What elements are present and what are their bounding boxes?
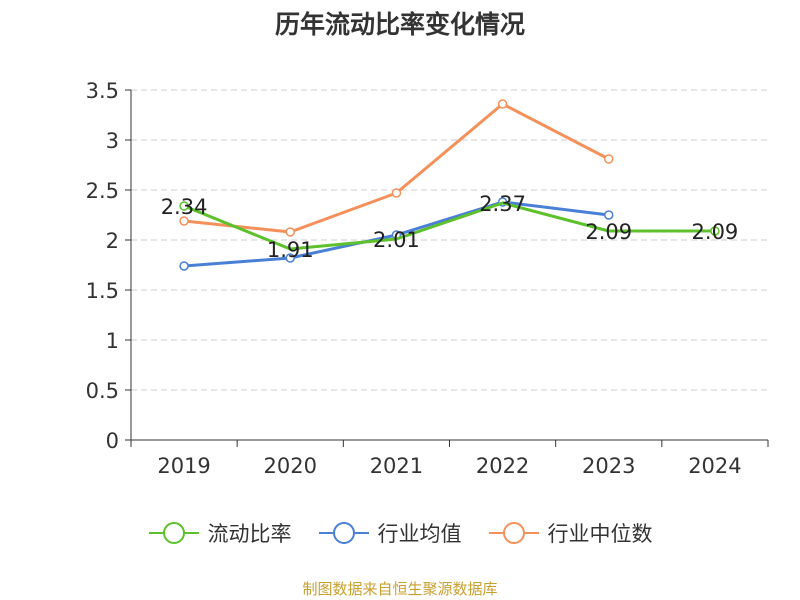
grid-layer — [131, 89, 768, 391]
data-point — [285, 253, 295, 263]
y-tick-label: 3.5 — [86, 79, 119, 103]
data-label: 2.09 — [692, 220, 739, 244]
x-tick-label: 2024 — [688, 454, 741, 478]
legend-marker — [332, 522, 355, 544]
legend-swatch-icon — [318, 522, 369, 544]
y-tick-label: 0.5 — [86, 379, 119, 403]
x-tick-label: 2023 — [582, 454, 635, 478]
legend-swatch-icon — [148, 522, 199, 544]
data-label: 2.37 — [479, 192, 526, 216]
data-point — [285, 227, 295, 237]
legend-marker — [502, 522, 525, 544]
chart-title: 历年流动比率变化情况 — [274, 10, 525, 39]
legend-swatch-icon — [488, 522, 539, 544]
data-point — [179, 201, 189, 211]
y-tick-label: 2 — [106, 229, 119, 253]
legend-label: 流动比率 — [207, 522, 292, 546]
data-point — [179, 216, 189, 226]
data-point — [604, 154, 614, 164]
source-note: 制图数据来自恒生聚源数据库 — [302, 580, 498, 598]
legend-item[interactable]: 流动比率 — [148, 518, 292, 548]
series-line-0 — [183, 201, 715, 251]
data-label: 2.09 — [585, 220, 632, 244]
legend: 流动比率 行业均值 行业中位数 — [0, 518, 800, 548]
data-point — [604, 210, 614, 220]
legend-marker — [162, 522, 185, 544]
data-label-layer: 2.34 1.91 2.01 2.37 2.09 2.09 — [161, 192, 739, 262]
x-tick-label: 2020 — [264, 454, 317, 478]
x-tick-label: 2022 — [476, 454, 529, 478]
data-point — [497, 99, 508, 109]
data-point — [179, 261, 189, 271]
y-tick-label: 1 — [106, 329, 119, 353]
data-point — [391, 188, 402, 198]
data-point — [710, 226, 720, 236]
legend-label: 行业均值 — [377, 522, 462, 546]
y-tick-label: 3 — [106, 129, 119, 153]
legend-item[interactable]: 行业中位数 — [488, 518, 653, 548]
data-label: 1.91 — [267, 238, 314, 262]
y-tick-label: 0 — [106, 429, 119, 453]
axis-layer: 0 0.5 1 1.5 2 2.5 3 3.5 2019 2020 2021 2022 2023 2024 — [86, 79, 769, 478]
y-tick-label: 1.5 — [86, 279, 119, 303]
y-tick-label: 2.5 — [86, 179, 119, 203]
legend-label: 行业中位数 — [547, 522, 653, 546]
legend-item[interactable]: 行业均值 — [318, 518, 462, 548]
x-tick-label: 2021 — [370, 454, 423, 478]
data-label: 2.34 — [161, 195, 208, 219]
x-tick-label: 2019 — [157, 454, 210, 478]
series-layer — [179, 99, 720, 271]
data-label: 2.01 — [373, 228, 420, 252]
